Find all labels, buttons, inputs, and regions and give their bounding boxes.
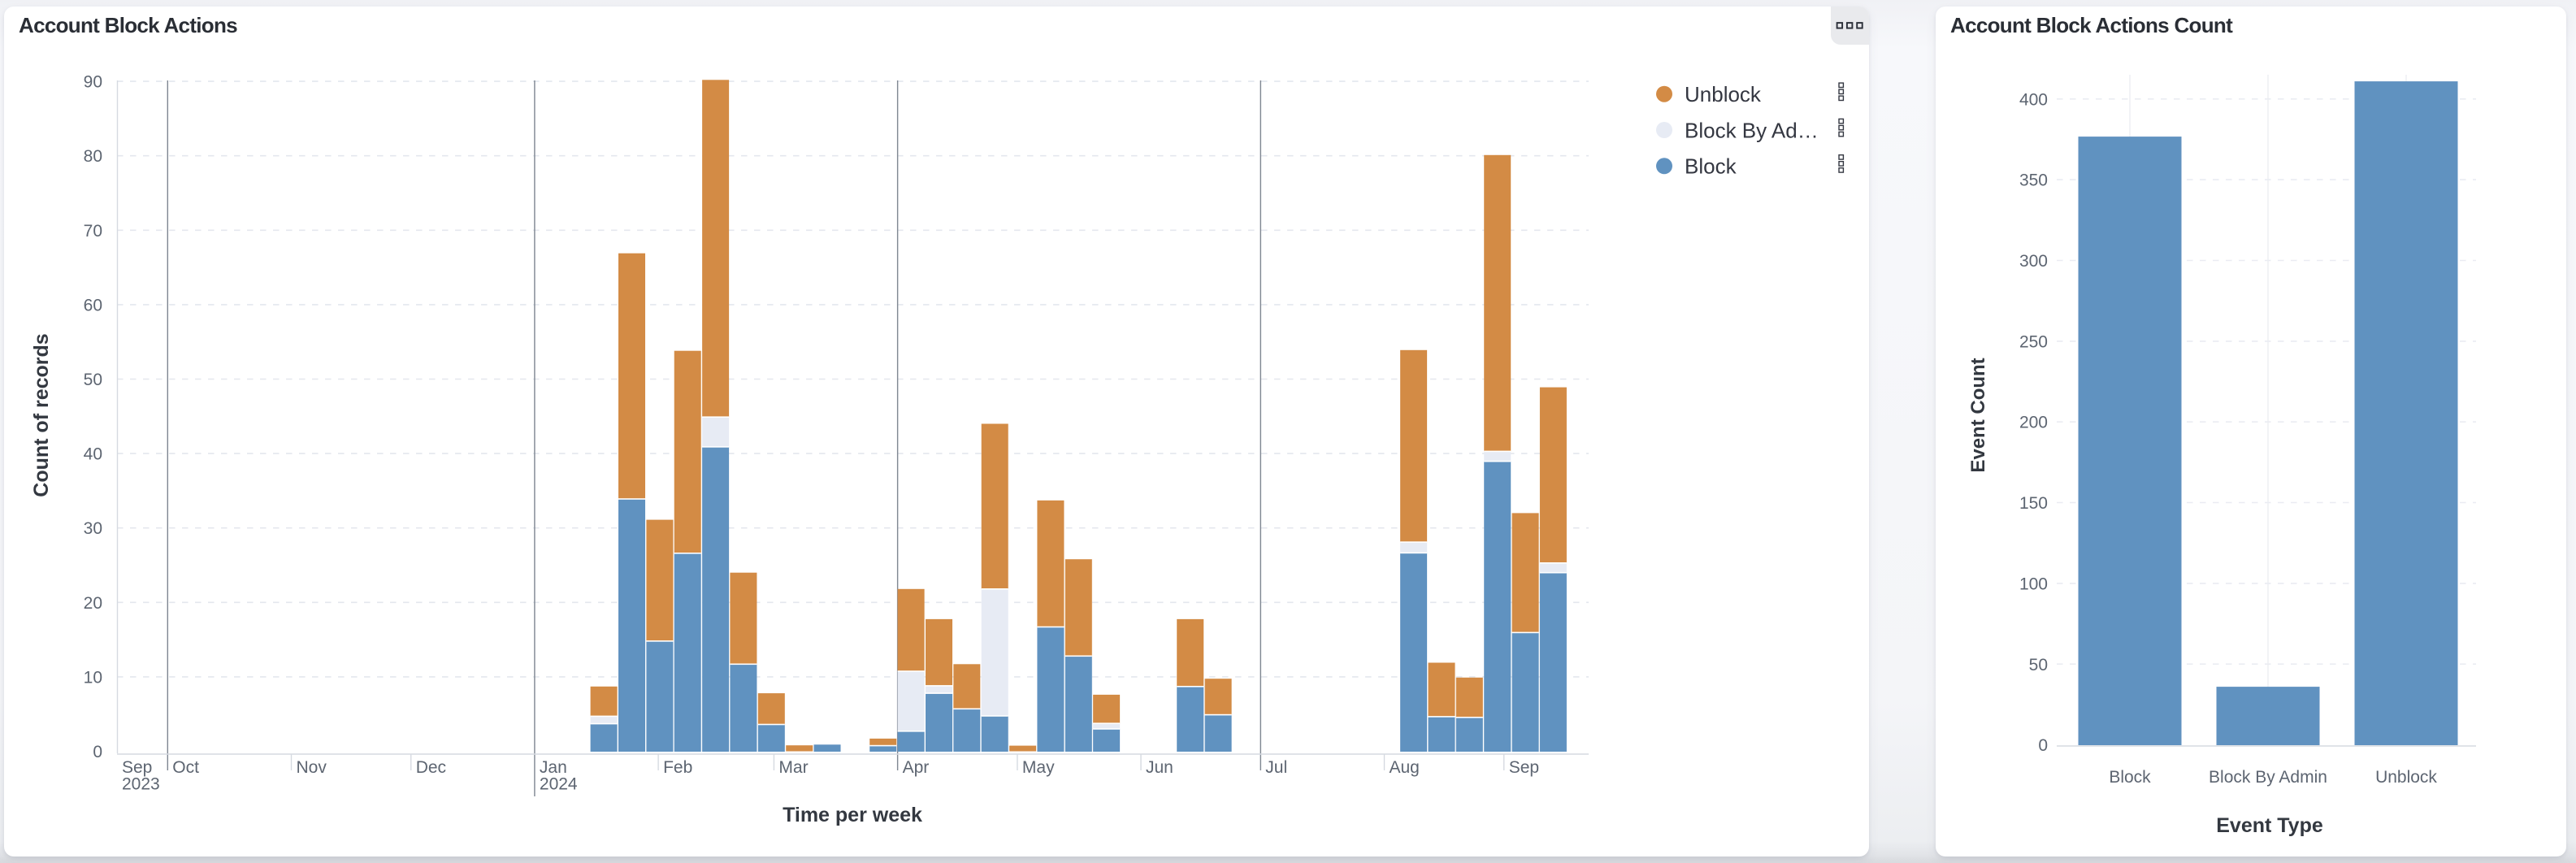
svg-text:Apr: Apr bbox=[903, 758, 930, 777]
svg-text:0: 0 bbox=[93, 743, 102, 761]
svg-text:Nov: Nov bbox=[297, 758, 327, 777]
svg-text:350: 350 bbox=[2019, 171, 2048, 190]
svg-text:250: 250 bbox=[2019, 332, 2048, 351]
svg-text:Jun: Jun bbox=[1146, 758, 1173, 777]
svg-text:60: 60 bbox=[84, 296, 102, 314]
svg-text:Unblock: Unblock bbox=[2375, 768, 2437, 787]
svg-text:Mar: Mar bbox=[778, 758, 808, 777]
svg-text:50: 50 bbox=[84, 371, 102, 389]
svg-text:70: 70 bbox=[84, 222, 102, 241]
svg-text:Block: Block bbox=[2109, 768, 2151, 787]
svg-text:20: 20 bbox=[84, 594, 102, 613]
svg-text:Block: Block bbox=[1685, 154, 1737, 179]
svg-text:Sep: Sep bbox=[1509, 758, 1539, 777]
svg-text:Aug: Aug bbox=[1390, 758, 1420, 777]
svg-text:50: 50 bbox=[2029, 656, 2048, 674]
svg-text:0: 0 bbox=[2038, 736, 2048, 755]
svg-text:Block By Ad…: Block By Ad… bbox=[1685, 118, 1819, 142]
svg-text:80: 80 bbox=[84, 147, 102, 166]
svg-text:30: 30 bbox=[84, 519, 102, 538]
svg-text:10: 10 bbox=[84, 668, 102, 687]
svg-text:Unblock: Unblock bbox=[1685, 82, 1762, 106]
svg-text:Event Type: Event Type bbox=[2216, 814, 2323, 837]
svg-text:40: 40 bbox=[84, 445, 102, 464]
svg-text:Event Count: Event Count bbox=[1967, 358, 1989, 472]
svg-text:200: 200 bbox=[2019, 414, 2048, 432]
svg-text:Dec: Dec bbox=[416, 758, 446, 777]
svg-text:Time per week: Time per week bbox=[783, 804, 922, 826]
svg-text:150: 150 bbox=[2019, 494, 2048, 513]
svg-text:90: 90 bbox=[84, 73, 102, 92]
svg-text:Jul: Jul bbox=[1265, 758, 1287, 777]
svg-text:Block By Admin: Block By Admin bbox=[2209, 768, 2327, 787]
svg-text:May: May bbox=[1022, 758, 1055, 777]
svg-text:300: 300 bbox=[2019, 252, 2048, 271]
svg-text:Oct: Oct bbox=[172, 758, 199, 777]
svg-text:Feb: Feb bbox=[663, 758, 692, 777]
svg-text:400: 400 bbox=[2019, 90, 2048, 109]
svg-text:100: 100 bbox=[2019, 575, 2048, 593]
svg-text:Count of records: Count of records bbox=[30, 333, 53, 497]
